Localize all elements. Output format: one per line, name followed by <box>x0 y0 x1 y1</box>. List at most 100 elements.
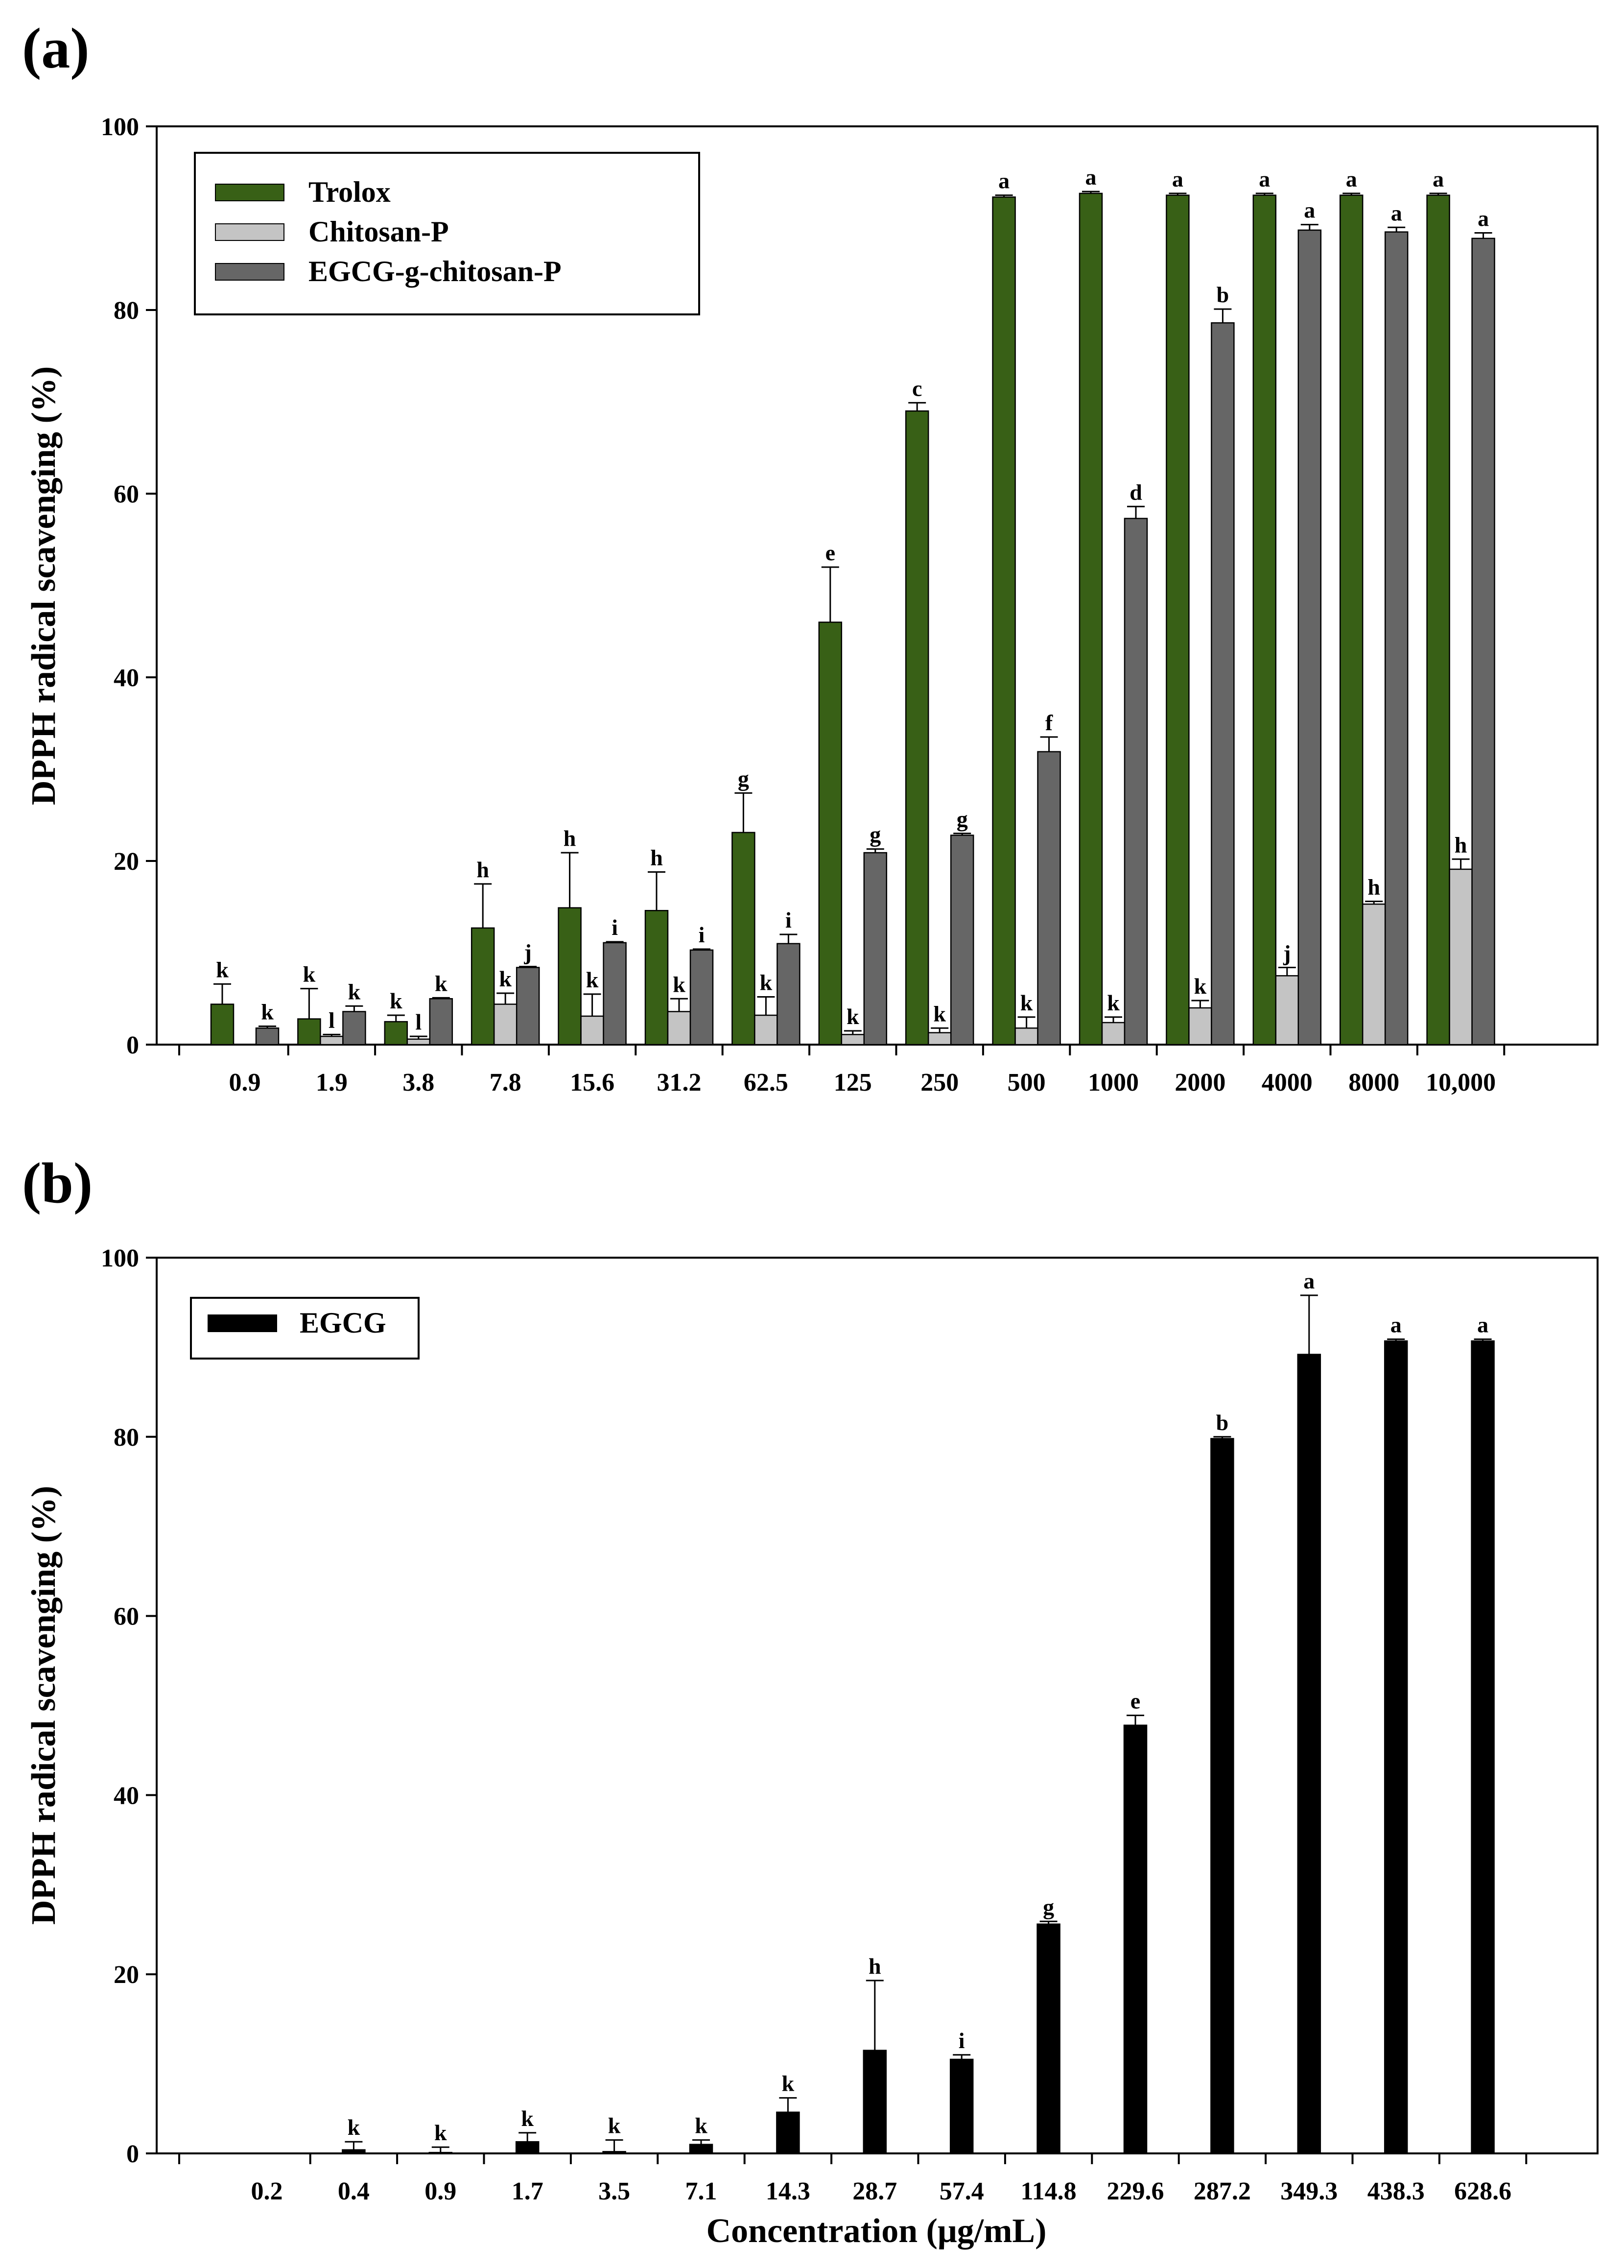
panel-b-x-axis-title: Concentration (μg/mL) <box>706 2212 1047 2250</box>
significance-letter-egcg-g-chitosan-p-31-2: i <box>699 922 705 947</box>
significance-letter-trolox-0-9: k <box>216 957 229 982</box>
x-tick-label-b-229-6: 229.6 <box>1107 2177 1164 2205</box>
bar-egcg-349-3 <box>1297 1354 1321 2154</box>
bar-egcg-g-chitosan-p-125 <box>863 852 888 1046</box>
bar-chitosan-p-250 <box>927 1032 952 1046</box>
significance-letter-trolox-10-000: a <box>1433 167 1444 191</box>
bar-egcg-g-chitosan-p-250 <box>950 835 974 1046</box>
significance-letter-egcg-0-4: k <box>348 2115 360 2140</box>
significance-letter-egcg-7-1: k <box>695 2113 707 2138</box>
bar-chitosan-p-8000 <box>1362 903 1386 1046</box>
legend-swatch-chitosan-p <box>215 223 284 241</box>
significance-letter-egcg-438-3: a <box>1390 1312 1402 1337</box>
bar-trolox-1-9 <box>297 1018 321 1046</box>
x-tick-label-b-3-5: 3.5 <box>598 2177 630 2205</box>
significance-letter-egcg-g-chitosan-p-1-9: k <box>348 979 361 1004</box>
bar-chitosan-p-1-9 <box>320 1035 344 1046</box>
bar-egcg-7-1 <box>689 2144 713 2154</box>
significance-letter-chitosan-p-15-6: k <box>586 967 599 992</box>
panel-a-label: (a) <box>22 16 90 80</box>
bar-trolox-7-8 <box>471 927 495 1046</box>
bar-chitosan-p-500 <box>1014 1027 1038 1046</box>
bar-trolox-125 <box>818 621 843 1046</box>
y-tick-label-a-0: 0 <box>126 1031 139 1059</box>
panel-a-y-axis-title: DPPH radical scavenging (%) <box>25 366 63 805</box>
x-tick-label-b-7-1: 7.1 <box>685 2177 717 2205</box>
significance-letter-egcg-628-6: a <box>1477 1312 1488 1337</box>
legend-swatch-trolox <box>215 184 284 201</box>
x-tick-label-a-1-9: 1.9 <box>316 1069 348 1097</box>
x-tick-label-a-250: 250 <box>920 1069 959 1097</box>
significance-letter-trolox-3-8: k <box>390 988 402 1013</box>
legend-swatch-egcg <box>208 1314 277 1332</box>
x-tick-label-b-0-2: 0.2 <box>251 2177 283 2205</box>
panel-a-axes: 0 20 40 60 80 100 0.9 1.9 3.8 7.8 15.6 31.2 62.5 125 2… <box>101 113 1506 1097</box>
panel-b-y-axis-title: DPPH radical scavenging (%) <box>25 1486 63 1925</box>
panel-b: (b) 0 20 40 60 80 100 0.2 0.4 0.9 1.7 3.5 7.1 14.3 28… <box>22 1151 1599 2250</box>
panel-b-axes: 0 20 40 60 80 100 0.2 0.4 0.9 1.7 3.5 7.1 14.3 28.7 57… <box>101 1244 1528 2205</box>
significance-letter-egcg-g-chitosan-p-3-8: k <box>435 971 447 996</box>
significance-letter-trolox-125: e <box>825 540 835 565</box>
bar-egcg-g-chitosan-p-7-8 <box>516 967 540 1046</box>
bar-egcg-229-6 <box>1123 1724 1148 2154</box>
significance-letter-egcg-0-9: k <box>434 2120 447 2145</box>
bar-trolox-31-2 <box>644 910 669 1046</box>
bar-egcg-g-chitosan-p-31-2 <box>689 949 714 1046</box>
panel-b-bars: k k k k k k h i g e b a a a <box>342 1268 1495 2154</box>
significance-letter-trolox-500: a <box>998 168 1010 193</box>
legend-label-chitosan-p: Chitosan-P <box>308 215 449 248</box>
bar-egcg-28-7 <box>863 2050 887 2154</box>
y-tick-label-a-3: 60 <box>114 480 139 508</box>
bar-egcg-14-3 <box>776 2111 800 2154</box>
bar-egcg-287-2 <box>1210 1438 1234 2154</box>
significance-letter-trolox-62-5: g <box>738 766 749 791</box>
bar-trolox-3-8 <box>384 1021 408 1046</box>
significance-letter-egcg-g-chitosan-p-8000: a <box>1391 200 1402 225</box>
significance-letter-chitosan-p-10-000: h <box>1455 832 1467 857</box>
y-tick-label-b-1: 20 <box>114 1961 139 1989</box>
significance-letter-egcg-g-chitosan-p-4000: a <box>1304 198 1315 223</box>
bar-egcg-g-chitosan-p-3-8 <box>429 998 453 1046</box>
bar-egcg-3-5 <box>602 2151 626 2154</box>
y-tick-label-b-3: 60 <box>114 1603 139 1631</box>
y-tick-label-b-2: 40 <box>114 1782 139 1810</box>
y-tick-label-b-0: 0 <box>126 2140 139 2168</box>
bar-chitosan-p-1000 <box>1101 1022 1126 1046</box>
significance-letter-chitosan-p-4000: j <box>1283 941 1291 966</box>
y-tick-label-a-5: 100 <box>101 113 139 141</box>
bar-chitosan-p-7-8 <box>493 1003 518 1046</box>
bar-chitosan-p-62-5 <box>754 1014 778 1046</box>
significance-letter-egcg-g-chitosan-p-125: g <box>870 822 881 847</box>
bar-egcg-438-3 <box>1384 1340 1408 2154</box>
y-tick-label-a-2: 40 <box>114 664 139 692</box>
x-tick-label-b-14-3: 14.3 <box>766 2177 810 2205</box>
bar-egcg-g-chitosan-p-1000 <box>1124 518 1148 1046</box>
x-tick-label-b-349-3: 349.3 <box>1280 2177 1338 2205</box>
legend-label-egcg: EGCG <box>300 1307 386 1339</box>
significance-letter-egcg-28-7: h <box>869 1954 881 1979</box>
bar-trolox-8000 <box>1339 194 1364 1046</box>
x-tick-label-a-0-9: 0.9 <box>229 1069 261 1097</box>
significance-letter-trolox-2000: a <box>1172 167 1183 191</box>
significance-letter-chitosan-p-1-9: l <box>329 1007 335 1032</box>
significance-letter-egcg-g-chitosan-p-0-9: k <box>261 1000 274 1025</box>
y-tick-label-a-4: 80 <box>114 297 139 325</box>
significance-letter-egcg-57-4: i <box>959 2028 965 2053</box>
bar-chitosan-p-4000 <box>1275 975 1299 1046</box>
x-tick-label-a-125: 125 <box>834 1069 872 1097</box>
bar-egcg-114-8 <box>1036 1923 1060 2154</box>
panel-b-legend: EGCG <box>190 1297 420 1360</box>
significance-letter-chitosan-p-3-8: l <box>415 1009 422 1034</box>
bar-egcg-g-chitosan-p-62-5 <box>777 943 800 1046</box>
x-tick-label-b-28-7: 28.7 <box>852 2177 897 2205</box>
x-tick-label-b-114-8: 114.8 <box>1021 2177 1077 2205</box>
bar-egcg-1-7 <box>515 2141 540 2154</box>
x-tick-label-a-7-8: 7.8 <box>490 1069 521 1097</box>
bar-egcg-628-6 <box>1471 1340 1495 2154</box>
y-tick-label-b-5: 100 <box>101 1244 139 1272</box>
legend-swatch-egcg-g-chitosan-p <box>215 263 284 281</box>
x-tick-label-a-1000: 1000 <box>1088 1069 1139 1097</box>
x-tick-label-b-287-2: 287.2 <box>1194 2177 1251 2205</box>
